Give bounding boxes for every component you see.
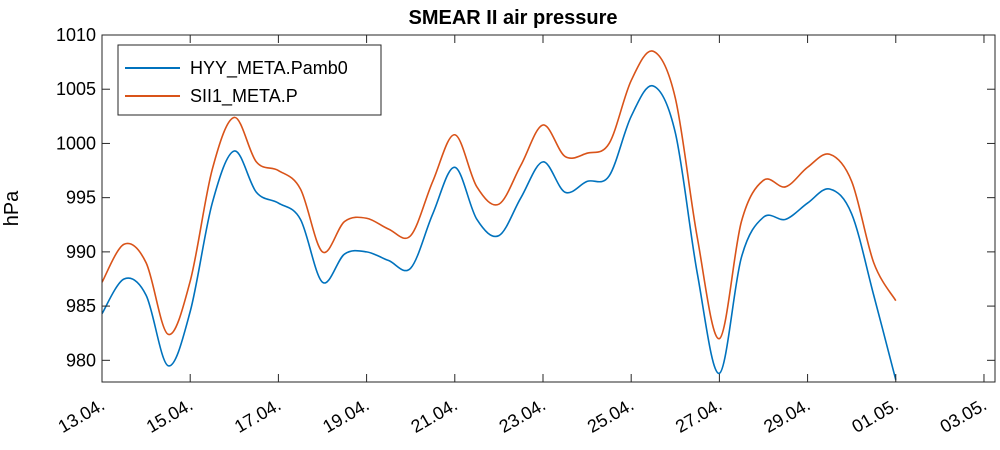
y-tick-label: 1010: [56, 25, 96, 45]
y-tick-label: 990: [66, 242, 96, 262]
legend-label-sii1: SII1_META.P: [190, 86, 298, 107]
x-tick-label: 15.04.: [143, 395, 196, 437]
x-tick-label: 01.05.: [848, 395, 901, 437]
legend: HYY_META.Pamb0 SII1_META.P: [117, 44, 382, 116]
x-tick-label: 17.04.: [231, 395, 284, 437]
x-tick-label: 21.04.: [407, 395, 460, 437]
x-tick-label: 27.04.: [672, 395, 725, 437]
x-tick-label: 19.04.: [319, 395, 372, 437]
x-tick-label: 25.04.: [584, 395, 637, 437]
y-axis-label: hPa: [1, 190, 23, 226]
chart-title: SMEAR II air pressure: [409, 7, 618, 29]
y-tick-label: 985: [66, 296, 96, 316]
y-tick-label: 995: [66, 188, 96, 208]
x-tick-label: 29.04.: [760, 395, 813, 437]
y-tick-label: 1000: [56, 133, 96, 153]
series-layer: [102, 50, 897, 381]
y-tick-label: 980: [66, 350, 96, 370]
series-line-hyy: [102, 85, 897, 381]
series-line-sii1: [102, 50, 897, 340]
plot-frame: [101, 34, 996, 383]
legend-box: [117, 44, 382, 116]
x-tick-label: 03.05.: [937, 395, 990, 437]
y-tick-label: 1005: [56, 79, 96, 99]
x-tick-label: 13.04.: [55, 395, 108, 437]
x-tick-label: 23.04.: [496, 395, 549, 437]
legend-label-hyy: HYY_META.Pamb0: [190, 58, 348, 79]
